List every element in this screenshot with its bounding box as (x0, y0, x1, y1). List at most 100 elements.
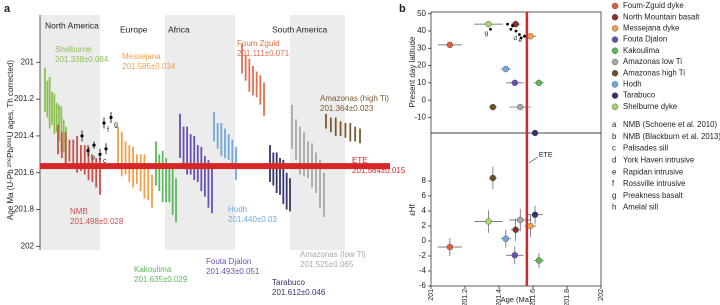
ref-letter: g (485, 30, 489, 37)
ref-point (92, 143, 96, 147)
x-axis-label: Age (Ma) (501, 295, 532, 304)
age-bar (227, 134, 230, 160)
age-bar (182, 126, 185, 164)
region-shade (40, 15, 100, 250)
series-age: 201.440±0.03 (228, 215, 277, 224)
y-tick-label: 8 (422, 176, 427, 185)
series-age: 201.498±0.028 (70, 217, 124, 226)
ref-point (489, 27, 492, 31)
point (512, 20, 519, 28)
ref-point (523, 34, 526, 38)
y-tick-label: 40 (417, 26, 426, 35)
age-bar (285, 172, 288, 210)
age-bar (175, 178, 177, 223)
point (531, 129, 539, 137)
y-tick-label: 0 (422, 236, 427, 245)
legend-label: Shelburne dyke (623, 102, 677, 111)
age-bar (211, 169, 213, 214)
y-tick-label: 20 (417, 61, 426, 70)
y-tick-label: 30 (417, 43, 426, 52)
point (517, 216, 524, 224)
y-tick-label: 50 (417, 9, 426, 18)
y-tick-label: -10 (414, 113, 426, 122)
age-bar (60, 106, 63, 151)
age-bar (60, 132, 63, 158)
ref-point (104, 147, 108, 151)
age-bar (186, 126, 189, 175)
legend-label: Messejana dyke (623, 23, 679, 32)
age-bar (295, 119, 297, 160)
ref-letter: g (114, 121, 118, 128)
reference-letter: b (612, 132, 617, 141)
legend-marker (611, 36, 619, 43)
age-bar (179, 113, 181, 158)
reference-letter: c (612, 144, 616, 153)
ref-point (102, 121, 106, 125)
series-age: 201.364±0.023 (320, 104, 374, 113)
y-tick-label: 201.6 (14, 168, 35, 177)
legend-label: Amazonas low Ti (623, 57, 682, 66)
region-label: South America (272, 24, 328, 34)
reference-text: NMB (Blackburn et al. 2013) (623, 132, 720, 141)
ref-point (511, 24, 514, 28)
age-bar (349, 123, 352, 142)
series-label: Amazonas (low Ti) (300, 250, 366, 259)
series-label: Hodh (228, 205, 247, 214)
age-bar (279, 158, 281, 195)
legend-label: Hodh (623, 79, 642, 88)
legend-marker (611, 25, 619, 32)
y-tick-label: -4 (419, 266, 427, 275)
age-bar (62, 119, 65, 153)
age-bar (117, 126, 119, 164)
age-bar (359, 128, 361, 144)
reference-text: Rossville intrusive (623, 179, 685, 188)
age-bar (139, 154, 142, 192)
y-tick-label: 6 (422, 191, 427, 200)
age-bar (168, 165, 171, 203)
ref-point (509, 27, 513, 31)
ete-label: ETE (539, 152, 553, 159)
age-bar (158, 154, 161, 192)
y-tick-label: -2 (419, 251, 427, 260)
region-shade (290, 15, 345, 250)
age-bar (207, 159, 210, 208)
y-tick-label: 4 (422, 206, 427, 215)
y-tick-label: 201.8 (14, 205, 35, 214)
series-age: 201.493±0.051 (206, 267, 260, 276)
y-axis-label: εHf (408, 203, 417, 215)
legend-label: Amazonas high Ti (623, 68, 685, 77)
age-bar (48, 77, 51, 129)
legend-label: Kakoulima (623, 46, 660, 55)
reference-text: Rapidan intrusive (623, 167, 683, 176)
panel-label: a (4, 3, 11, 15)
age-bar (216, 123, 219, 149)
point (485, 218, 492, 225)
age-bar (64, 132, 67, 166)
series-label: Fouta Djalon (206, 257, 251, 266)
point (535, 79, 543, 87)
point (502, 65, 509, 73)
reference-text: Amelal sill (623, 203, 658, 212)
reference-letter: a (612, 120, 617, 129)
ref-point (98, 152, 102, 156)
age-bar (325, 113, 327, 129)
age-bar (58, 104, 60, 142)
age-bar (259, 75, 262, 105)
age-bar (282, 159, 285, 204)
age-bar (83, 145, 86, 175)
point (511, 79, 519, 87)
age-bar (151, 174, 153, 208)
point (502, 235, 509, 242)
series-label: Foum Zguid (237, 39, 280, 48)
legend-label: Tarabuco (623, 91, 656, 100)
ref-letter: e (519, 37, 523, 44)
point (527, 222, 534, 230)
age-bar (51, 91, 53, 125)
age-bar (344, 123, 347, 138)
reference-letter: d (612, 155, 616, 164)
ref-letter: f (107, 127, 109, 134)
age-bar (193, 135, 196, 181)
age-bar (53, 93, 56, 135)
reference-text: York Haven intrusive (623, 155, 694, 164)
